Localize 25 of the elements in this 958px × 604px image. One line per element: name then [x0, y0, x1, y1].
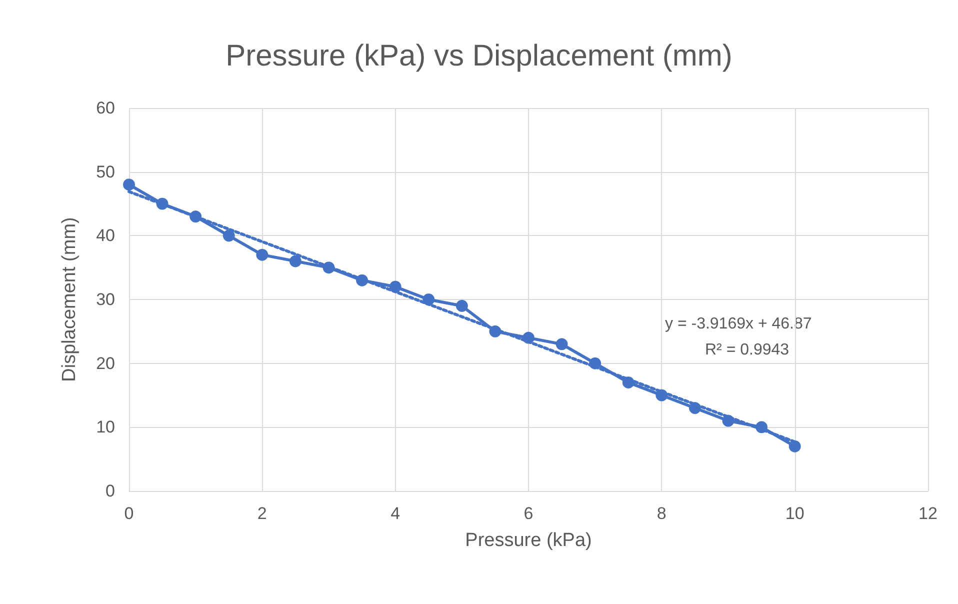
y-tick-label: 50 — [96, 162, 115, 182]
y-tick-label: 30 — [96, 290, 115, 309]
x-axis-title: Pressure (kPa) — [465, 530, 592, 551]
y-tick-label: 60 — [96, 98, 115, 118]
point — [123, 178, 135, 191]
annotation: R² = 0.9943 — [705, 342, 790, 358]
x-tick-label: 6 — [524, 504, 534, 523]
point — [456, 300, 468, 312]
y-tick-label: 10 — [96, 418, 115, 437]
y-tick-label: 40 — [96, 226, 115, 246]
x-tick-label: 4 — [390, 504, 400, 523]
point — [556, 338, 568, 350]
x-tick-label: 10 — [785, 504, 804, 523]
x-tick-label: 0 — [124, 504, 134, 523]
point — [222, 230, 235, 242]
y-tick-label: 0 — [106, 482, 115, 500]
x-tick-label: 8 — [656, 504, 666, 523]
y-tick-label: 20 — [96, 354, 115, 373]
point — [256, 248, 268, 261]
y-axis-title: Displacement (mm) — [59, 217, 80, 382]
point — [289, 255, 302, 268]
x-tick-label: 12 — [918, 504, 938, 523]
x-tick-label: 2 — [257, 504, 267, 523]
point — [788, 440, 801, 452]
chart-title: Pressure (kPa) vs Displacement (mm) — [226, 40, 732, 72]
